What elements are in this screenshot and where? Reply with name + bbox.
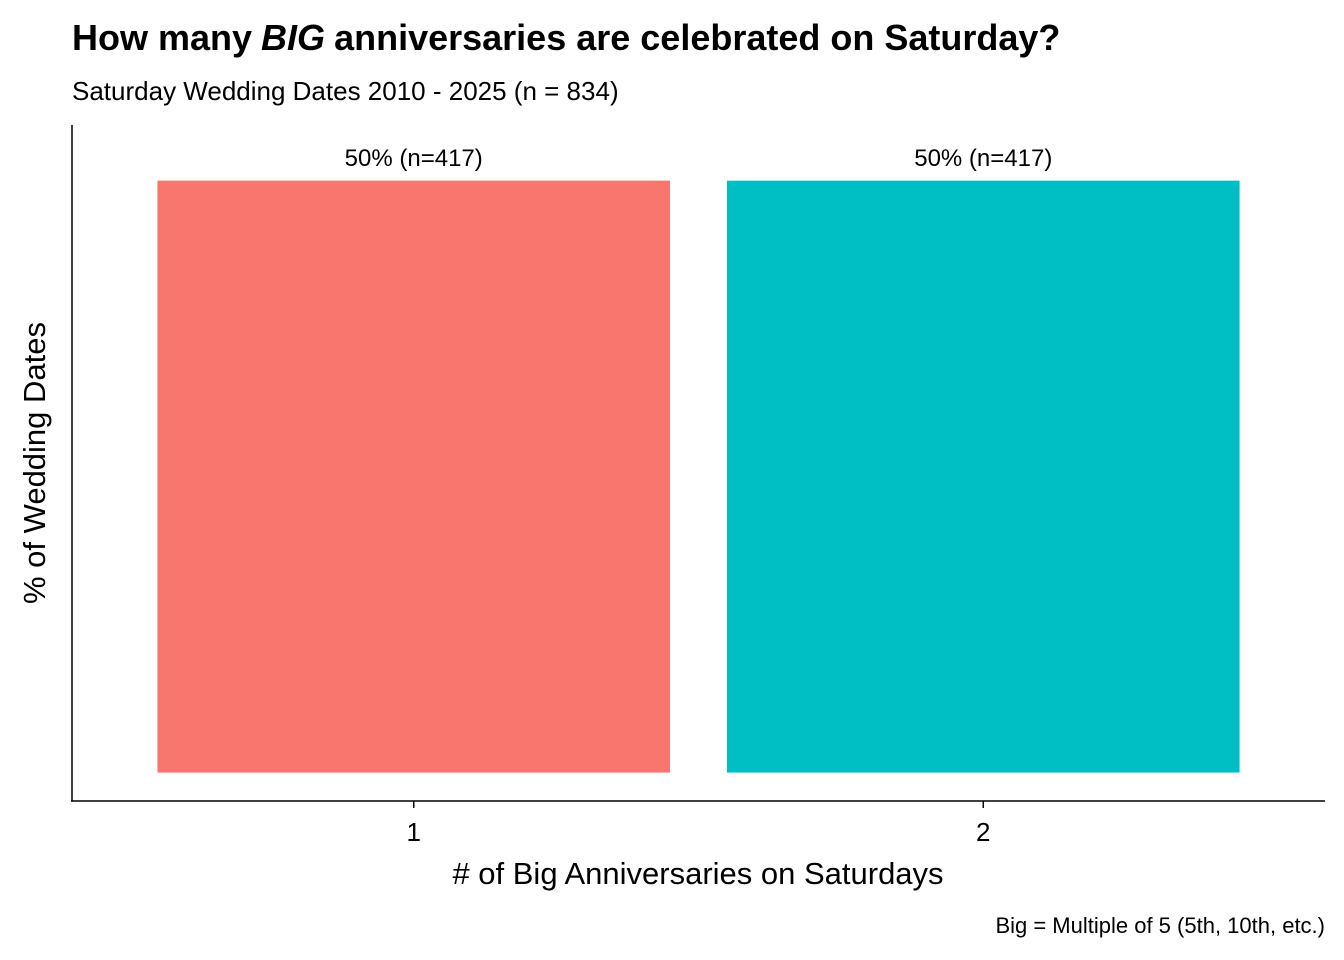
caption: Big = Multiple of 5 (5th, 10th, etc.) [995, 913, 1325, 938]
x-tick-label: 2 [976, 817, 990, 847]
chart-subtitle: Saturday Wedding Dates 2010 - 2025 (n = … [72, 76, 619, 106]
chart-title: How many BIG anniversaries are celebrated … [72, 17, 1060, 58]
value-label: 50% (n=417) [914, 145, 1052, 172]
x-tick-label: 1 [406, 817, 420, 847]
value-label: 50% (n=417) [345, 145, 483, 172]
title-part: BIG [261, 17, 325, 58]
x-axis-label: # of Big Anniversaries on Saturdays [452, 856, 943, 891]
bar [157, 180, 671, 773]
title-part: How many [72, 17, 252, 58]
title-part: anniversaries are celebrated on Saturday… [334, 17, 1060, 58]
bar [726, 180, 1240, 773]
y-axis-label: % of Wedding Dates [17, 322, 52, 604]
